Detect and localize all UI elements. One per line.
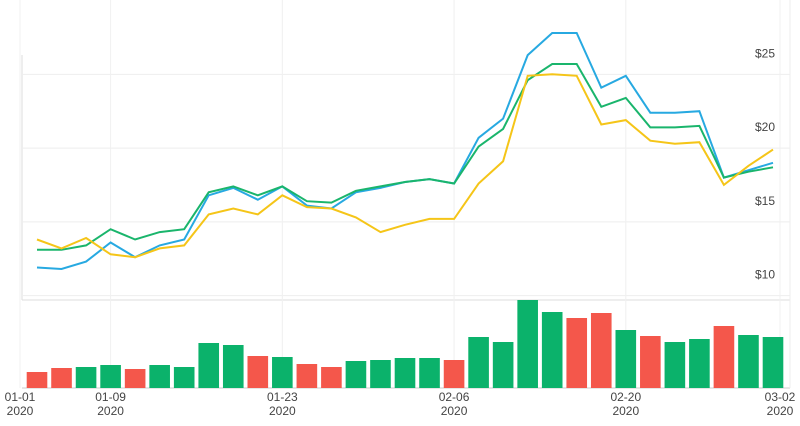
- x-tick-label: 01-09 2020: [95, 390, 126, 418]
- price-line: [36, 32, 774, 271]
- x-tick-label: 02-20 2020: [610, 390, 642, 418]
- volume-bar: [51, 368, 72, 388]
- y-tick-label: $15: [755, 194, 775, 208]
- volume-bar: [517, 300, 538, 388]
- volume-bar: [394, 358, 416, 388]
- volume-bar: [738, 335, 759, 388]
- volume-bar: [124, 369, 146, 388]
- x-tick-label: 01-01 2020: [4, 390, 36, 418]
- x-tick-label: 02-06 2020: [438, 390, 470, 418]
- volume-bar: [566, 318, 588, 388]
- volume-bar: [149, 365, 170, 388]
- volume-bar: [590, 313, 612, 388]
- y-tick-label: $20: [755, 120, 775, 134]
- x-tick-label: 01-23 2020: [266, 390, 298, 418]
- volume-bar: [492, 342, 514, 388]
- volume-bar: [615, 330, 637, 388]
- volume-bar: [321, 367, 342, 388]
- volume-bar: [640, 336, 661, 388]
- price-line: [36, 73, 774, 259]
- volume-bar: [419, 358, 440, 388]
- price-line: [37, 63, 774, 251]
- volume-bar: [247, 356, 269, 388]
- volume-bar: [345, 361, 367, 388]
- volume-bar: [762, 337, 784, 388]
- volume-bar: [198, 343, 220, 388]
- volume-bar: [443, 360, 465, 388]
- volume-bar: [541, 312, 563, 388]
- x-tick-label: 03-02 2020: [764, 390, 796, 418]
- volume-bar: [222, 345, 244, 388]
- volume-bar: [713, 326, 735, 388]
- volume-bar: [296, 364, 318, 388]
- volume-bar: [370, 360, 391, 388]
- volume-bar: [26, 372, 48, 388]
- volume-bar: [689, 339, 710, 388]
- volume-bar: [75, 367, 97, 388]
- volume-bar: [173, 367, 195, 388]
- volume-bar: [468, 337, 489, 388]
- y-tick-label: $25: [755, 46, 775, 60]
- volume-bar: [100, 365, 121, 388]
- volume-bar: [272, 357, 293, 388]
- y-tick-label: $10: [755, 268, 775, 282]
- volume-bar: [664, 342, 686, 388]
